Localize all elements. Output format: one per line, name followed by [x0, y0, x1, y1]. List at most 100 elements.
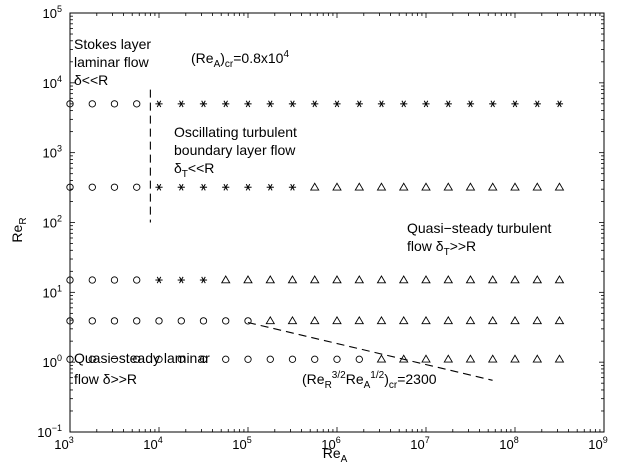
x-tick-label-base: 10 [232, 437, 246, 452]
data-point-triangle [465, 182, 476, 191]
data-point-circle [222, 355, 230, 363]
data-point-star-stroke [179, 183, 184, 191]
annotation-oscillating-3: δT<<R [174, 160, 214, 180]
data-point-triangle [510, 182, 520, 191]
data-point-triangle [398, 316, 409, 325]
data-point-circle [177, 317, 185, 325]
data-point-triangle [309, 316, 320, 325]
y-tick-label: 104 [43, 74, 62, 91]
data-point-circle [88, 317, 96, 325]
x-tick-label: 105 [232, 435, 251, 452]
data-point-star-stroke [334, 100, 340, 108]
data-point-star-stroke [201, 100, 206, 108]
data-point-star-stroke [156, 100, 162, 108]
data-point-circle [110, 183, 119, 191]
x-tick-label-exp: 3 [69, 435, 74, 445]
annotation-stokes-3: δ<<R [74, 72, 108, 88]
data-point-circle [88, 183, 96, 191]
data-point-triangle [376, 354, 387, 363]
x-tick-label-exp: 6 [336, 435, 341, 445]
data-point-circle [110, 276, 119, 284]
x-tick-label: 104 [143, 435, 162, 452]
data-point-circle [199, 355, 208, 363]
data-point-circle [66, 355, 74, 363]
data-point-circle [133, 100, 141, 108]
data-point-star [466, 100, 475, 108]
data-point-triangle [443, 275, 454, 284]
data-point-star-stroke [312, 100, 317, 108]
data-point-star [333, 100, 341, 108]
data-point-triangle [309, 275, 320, 284]
data-point-triangle [532, 354, 543, 363]
y-tick-label-exp: 2 [57, 214, 62, 224]
x-axis-label-sub: A [341, 454, 348, 465]
y-tick-label: 100 [43, 353, 62, 370]
axis-ticks: 103 104 105 106 107 108 10910−1100101102103104… [37, 4, 607, 452]
data-point-circle [199, 317, 208, 325]
data-point-star [288, 183, 297, 191]
data-point-circle [177, 355, 185, 363]
y-tick-label-exp: 3 [57, 144, 62, 154]
data-point-triangle [487, 275, 498, 284]
data-point-star [244, 183, 252, 191]
y-tick-label-base: 10 [43, 6, 57, 21]
annotation-critical-crit: (ReR3/2ReA1/2)cr=2300 [302, 370, 437, 391]
data-point-circle [66, 317, 74, 325]
x-axis-label-main: Re [323, 445, 341, 461]
annotation-oscillating-3-part: <<R [188, 160, 214, 176]
x-tick-label: 108 [499, 435, 518, 452]
data-point-triangle [554, 275, 565, 284]
data-point-star [555, 100, 564, 108]
annotation-critical-rea-part: (Re [191, 50, 214, 66]
data-point-triangle [465, 316, 476, 325]
data-point-star [422, 100, 430, 108]
annotation-oscillating-3-part: δ [174, 160, 182, 176]
annotation-critical-crit-part: Re [346, 371, 364, 387]
data-point-star-stroke [401, 100, 406, 108]
data-point-star [266, 100, 274, 108]
data-point-triangle [376, 316, 387, 325]
data-point-star [244, 100, 252, 108]
data-point-star-stroke [423, 100, 429, 108]
data-point-star-stroke [490, 100, 495, 108]
x-tick-label-exp: 8 [514, 435, 519, 445]
data-point-star-stroke [179, 276, 184, 284]
data-point-star-stroke [201, 183, 206, 191]
data-point-star [177, 183, 185, 191]
data-point-circle [66, 100, 74, 108]
data-point-star-stroke [201, 276, 206, 284]
data-point-star [311, 100, 319, 108]
data-point-circle [88, 276, 96, 284]
y-tick-label-exp: 1 [57, 283, 62, 293]
data-point-star [511, 100, 519, 108]
data-point-star [155, 276, 163, 284]
data-point-triangle [354, 316, 365, 325]
data-point-star [199, 276, 208, 284]
data-point-circle [266, 355, 274, 363]
annotation-stokes-1: Stokes layer [74, 36, 151, 52]
annotation-critical-crit-part: R [325, 380, 332, 391]
data-point-star-stroke [245, 183, 251, 191]
annotation-critical-rea-part: ) [220, 50, 225, 66]
data-point-star-stroke [179, 100, 184, 108]
data-point-star [355, 100, 363, 108]
y-tick-label-exp: 4 [57, 74, 62, 84]
data-point-circle [333, 355, 341, 363]
annotation-critical-crit-part: ) [384, 371, 389, 387]
data-point-triangle [487, 316, 498, 325]
data-point-star [155, 183, 163, 191]
data-point-circle [66, 183, 74, 191]
data-point-triangle [532, 275, 543, 284]
data-point-triangle [465, 275, 476, 284]
data-point-star-stroke [357, 100, 362, 108]
annotation-critical-crit-part: 3/2 [332, 370, 346, 381]
y-tick-label-base: 10 [43, 355, 57, 370]
annotation-critical-rea-part: cr [225, 59, 234, 70]
x-axis-label: ReA [323, 445, 348, 465]
y-tick-label: 102 [43, 214, 62, 231]
data-point-triangle [465, 354, 476, 363]
annotation-oscillating-3-part: T [182, 169, 188, 180]
y-tick-label: 101 [43, 283, 62, 300]
x-tick-label-base: 10 [321, 437, 335, 452]
